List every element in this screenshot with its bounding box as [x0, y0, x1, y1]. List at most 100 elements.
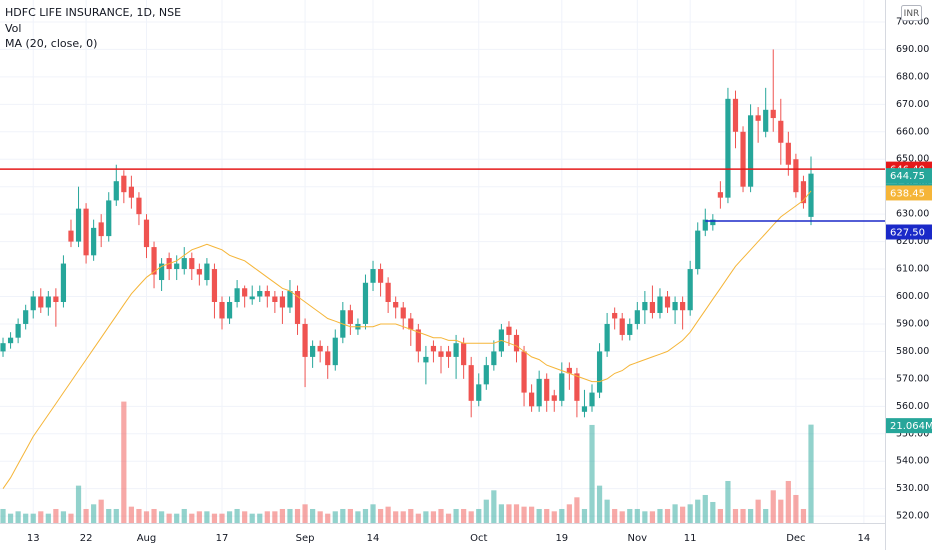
candle-body: [740, 131, 746, 187]
candle-body: [91, 227, 97, 256]
candle-body: [634, 310, 640, 324]
volume-bar: [657, 508, 663, 523]
candle-body: [445, 351, 452, 357]
y-tick-label: 540.00: [896, 456, 929, 467]
volume-bar: [332, 511, 338, 523]
candle-body: [612, 312, 618, 319]
volume-bar: [408, 508, 414, 523]
volume-bar: [355, 511, 361, 523]
volume-bar: [581, 508, 588, 523]
volume-bar: [596, 485, 603, 523]
volume-bar: [468, 511, 474, 523]
candle-body: [755, 115, 761, 121]
candle-body: [415, 329, 421, 352]
volume-bar: [211, 513, 218, 523]
candle-body: [506, 326, 512, 335]
volume-bar: [453, 508, 459, 523]
volume-bar: [279, 508, 286, 523]
volume-bar: [75, 485, 82, 523]
volume-bar: [687, 504, 693, 523]
volume-bar: [234, 508, 240, 523]
x-tick-label: 17: [216, 533, 229, 544]
volume-bar: [340, 508, 346, 523]
candle-body: [664, 296, 671, 308]
volume-bar: [559, 508, 565, 523]
candle-body: [98, 222, 104, 237]
x-tick-label: 19: [555, 533, 568, 544]
candle-body: [800, 181, 807, 204]
candle-body: [672, 301, 678, 311]
volume-bar: [362, 508, 369, 523]
candle-layer: [0, 49, 814, 418]
y-tick-label: 580.00: [896, 346, 929, 357]
candle-body: [438, 351, 444, 357]
candle-body: [468, 365, 474, 401]
currency-box[interactable]: [901, 5, 922, 21]
volume-bar: [302, 504, 308, 523]
candle-body: [529, 392, 535, 407]
volume-bar: [242, 511, 248, 523]
volume-bar: [619, 511, 625, 523]
candle-body: [174, 263, 180, 270]
candle-body: [642, 301, 648, 311]
candle-body: [113, 181, 119, 201]
candle-body: [521, 351, 527, 393]
hline-tag: 627.50: [890, 228, 925, 239]
volume-legend: Vol: [5, 22, 21, 35]
candle-body: [15, 323, 21, 338]
candle-body: [596, 351, 603, 393]
candle-body: [649, 301, 656, 313]
x-tick-label: Oct: [470, 533, 487, 544]
candle-body: [362, 282, 369, 324]
candle-body: [778, 120, 784, 143]
candle-body: [589, 392, 595, 407]
candle-body: [204, 263, 210, 281]
volume-bar: [136, 508, 142, 523]
candle-body: [30, 296, 36, 311]
volume-bar: [717, 508, 723, 523]
volume-layer: [0, 401, 814, 523]
volume-bar: [45, 513, 51, 523]
candle-body: [559, 373, 565, 401]
volume-bar: [770, 490, 776, 523]
volume-bar: [400, 511, 406, 523]
volume-bar: [325, 513, 331, 523]
candle-body: [143, 219, 150, 248]
volume-bar: [53, 508, 59, 523]
x-tick-label: 22: [80, 533, 93, 544]
candle-body: [476, 384, 482, 401]
volume-bar: [491, 490, 497, 523]
candle-body: [53, 296, 59, 302]
candle-body: [38, 296, 44, 308]
volume-bar: [778, 499, 784, 523]
volume-bar: [189, 513, 195, 523]
volume-bar: [702, 494, 708, 523]
y-tick-label: 620.00: [896, 236, 929, 247]
candle-body: [272, 296, 278, 302]
volume-bar: [627, 508, 633, 523]
volume-bar: [317, 511, 323, 523]
volume-bar: [604, 499, 610, 523]
candle-body: [196, 269, 202, 275]
y-tick-label: 600.00: [896, 291, 929, 302]
x-tick-label: 13: [27, 533, 40, 544]
candle-body: [249, 296, 255, 300]
volume-bar: [113, 508, 119, 523]
candle-body: [136, 197, 142, 215]
candle-body: [687, 269, 693, 311]
volume-bar: [60, 511, 67, 523]
volume-bar: [461, 508, 467, 523]
volume-bar: [763, 508, 769, 523]
candle-body: [408, 318, 414, 330]
y-tick-label: 520.00: [896, 511, 929, 522]
volume-bar: [732, 508, 739, 523]
volume-bar: [15, 511, 21, 523]
volume-bar: [272, 511, 278, 523]
ma-tag: 638.45: [890, 188, 925, 199]
y-tick-label: 530.00: [896, 483, 929, 494]
y-tick-label: 610.00: [896, 264, 929, 275]
candle-body: [264, 291, 270, 297]
candle-body: [627, 323, 633, 335]
volume-tag-bg: [886, 418, 932, 434]
candle-body: [604, 323, 610, 352]
